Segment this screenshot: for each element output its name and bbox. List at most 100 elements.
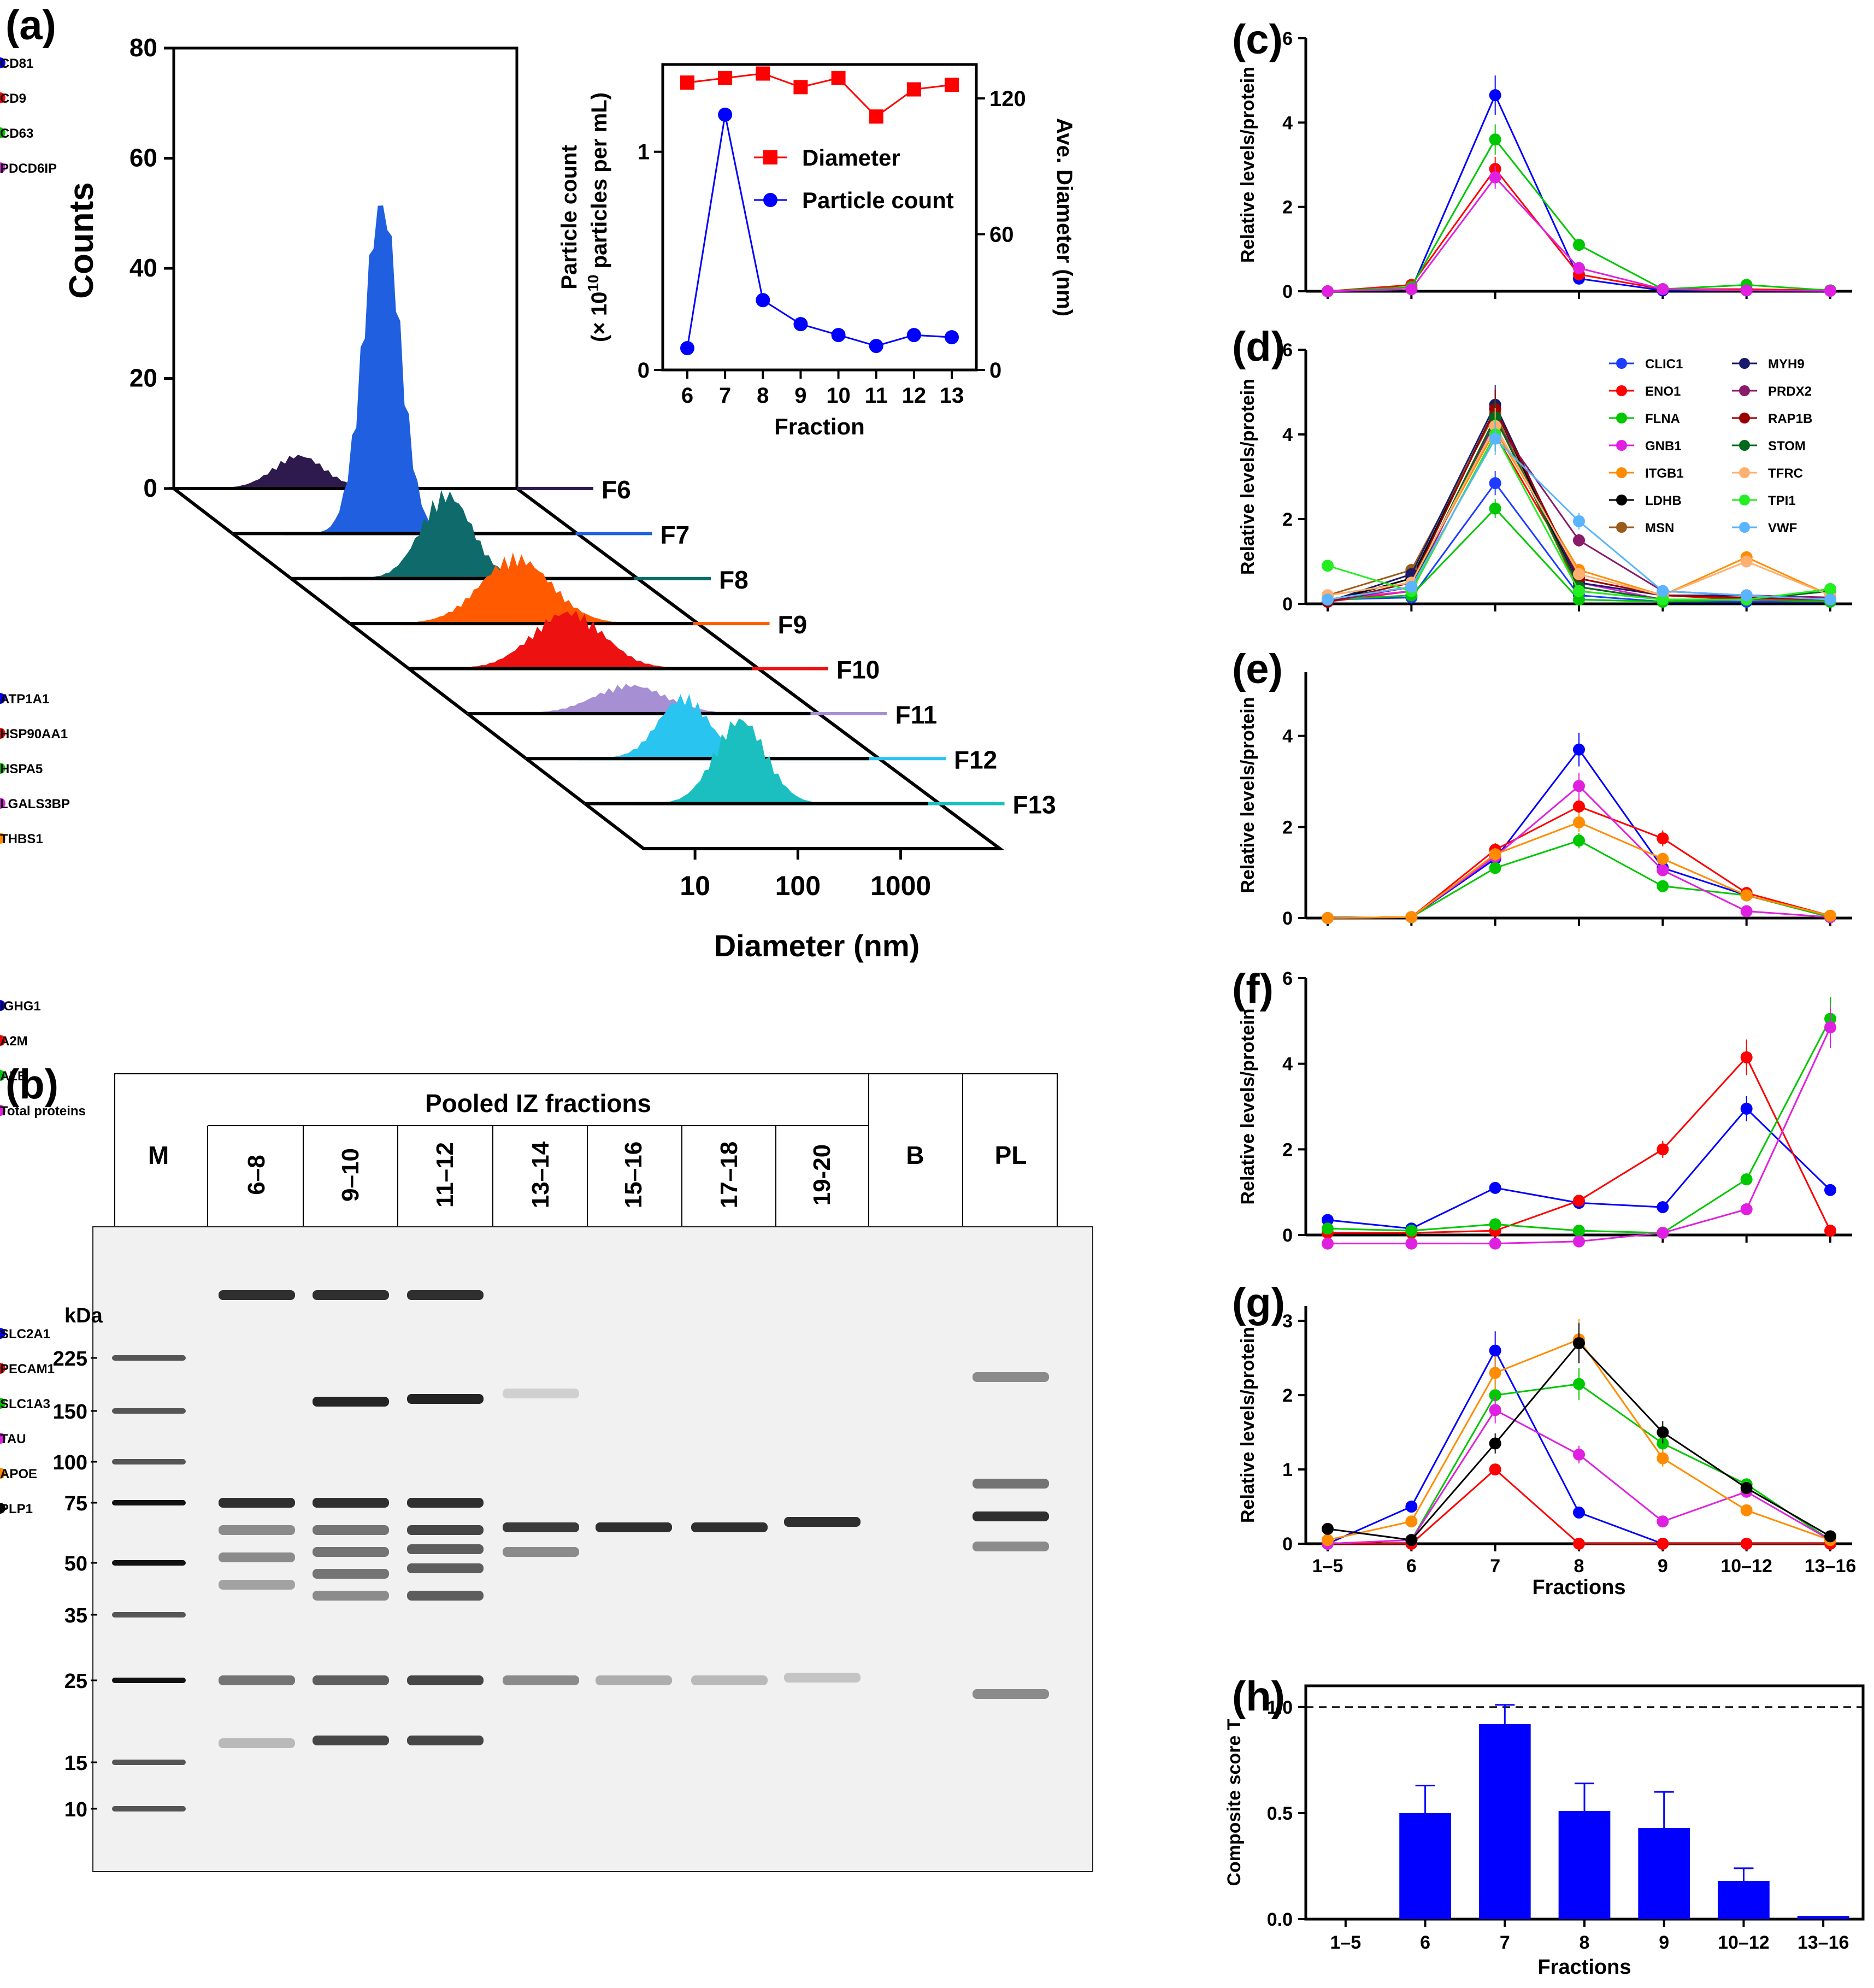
data-point [1740,1203,1753,1215]
gel-band [503,1547,579,1557]
y-tick-label: 2 [1282,1139,1293,1160]
panel-g-chart: 0 1 2 3 Relative levels/protein 1–5 6 7 8 9 10–12 1… [0,1306,1856,1599]
inset-frame [661,63,978,372]
h-x-tick-label: 6 [1420,1932,1430,1953]
data-point [1573,1378,1585,1390]
data-point [1489,848,1501,861]
h-x-tick-label: 8 [1580,1932,1590,1953]
inset-point [906,328,921,343]
ladder-band [112,1560,186,1566]
data-point [1405,283,1418,296]
a-x-tick-label: 10 [680,871,710,901]
legend-label: CD9 [0,91,26,106]
gel-band [407,1591,484,1601]
ladder-band [112,1806,186,1811]
ladder-band [112,1408,186,1414]
a-series-F13 [584,718,929,804]
panel-label-c: (c) [1232,16,1283,63]
data-point [1322,912,1334,924]
a-y-tick-label: 60 [129,144,157,172]
data-point [1740,1173,1753,1186]
gel-band [407,1736,484,1745]
inset-left-label: 1 [638,140,650,164]
legend-label: ATP1A1 [0,692,49,707]
legend-marker [0,127,5,138]
y-tick-label: 0 [1282,1534,1293,1555]
legend-marker [1739,413,1750,424]
data-point [1657,1201,1669,1214]
b-marker-label: 225 [53,1348,87,1371]
legend-marker [1616,413,1627,424]
b-marker-label: 100 [53,1451,87,1474]
a-y-tick-label: 0 [143,474,157,502]
a-y-ticks: 0 20 40 60 80 [129,33,174,502]
y-axis-title: Relative levels/protein [1237,1008,1258,1204]
data-point [1740,555,1753,568]
data-point [1657,832,1669,845]
gel-band [219,1580,295,1590]
series-line-CD81 [1327,93,1830,292]
gel-band [219,1675,295,1685]
inset-point [793,317,808,332]
legend-label: GNB1 [1645,439,1682,454]
gel-band [973,1542,1049,1551]
ladder-band [112,1612,186,1618]
inset-x-label: 6 [681,384,693,408]
inset-x-label: 11 [865,384,888,408]
panel-label-h: (h) [1232,1673,1285,1720]
inset-x-label: 12 [902,384,927,408]
panel-d-chart: 0 2 4 6 Relative levels/protein CLIC1 ENO1 FLNA… [1237,340,1852,615]
data-point [1824,593,1836,606]
y-tick-label: 6 [1282,28,1293,49]
gel-band [313,1397,389,1407]
h-y-tick-label: 0.0 [1267,1909,1293,1930]
inset-x-label: 9 [794,384,806,408]
data-point [1405,1225,1418,1237]
x-tick-label: 13–16 [1805,1556,1857,1577]
data-point [1322,593,1334,606]
inset-point [869,109,883,124]
data-point [1489,502,1501,515]
y-axis-title: Relative levels/protein [1237,697,1258,893]
data-point [1657,1515,1669,1528]
y-tick-label: 4 [1282,726,1293,747]
h-x-tick-label: 9 [1659,1932,1669,1953]
b-marker-label: 75 [64,1492,87,1515]
y-axis-title: Relative levels/protein [1237,1327,1258,1523]
data-point [1573,585,1585,597]
data-point [1489,133,1501,146]
a-series-layers: F6 F7 F8 F9 F10 F11 F12 F13 [174,205,1056,819]
inset-right-label: 120 [989,87,1026,111]
legend-label: HSP90AA1 [0,727,68,742]
ladder-band [112,1355,186,1361]
legend-marker [1739,522,1750,533]
data-point [1489,89,1501,102]
a-y-tick-label: 40 [129,254,157,282]
b-lane-label: 11–12 [432,1142,458,1208]
legend-label: MYH9 [1768,357,1805,372]
h-bar [1558,1811,1611,1919]
a-front-frame [172,46,518,490]
x-tick-label: 10–12 [1720,1556,1772,1577]
ladder-band [112,1678,186,1683]
inset-legend-marker [763,193,777,207]
inset-x-title: Fraction [774,414,865,439]
gel-band [407,1525,484,1535]
inset-point [945,78,959,92]
h-bar [1797,1916,1849,1919]
inset-left-title: Particle count [557,145,581,290]
data-point [1824,1225,1836,1237]
data-point [1489,1344,1501,1357]
y-tick-label: 1 [1282,1460,1293,1480]
data-point [1657,585,1669,597]
gel-band [219,1498,295,1508]
legend-marker [0,1328,5,1339]
gel-band [313,1525,389,1535]
gel-band [503,1522,579,1532]
data-point [1657,880,1669,892]
a-series-label: F8 [719,566,749,594]
b-kda-label: kDa [64,1304,103,1327]
a-x-tick-label: 100 [775,871,821,901]
inset-x-label: 13 [940,384,964,408]
